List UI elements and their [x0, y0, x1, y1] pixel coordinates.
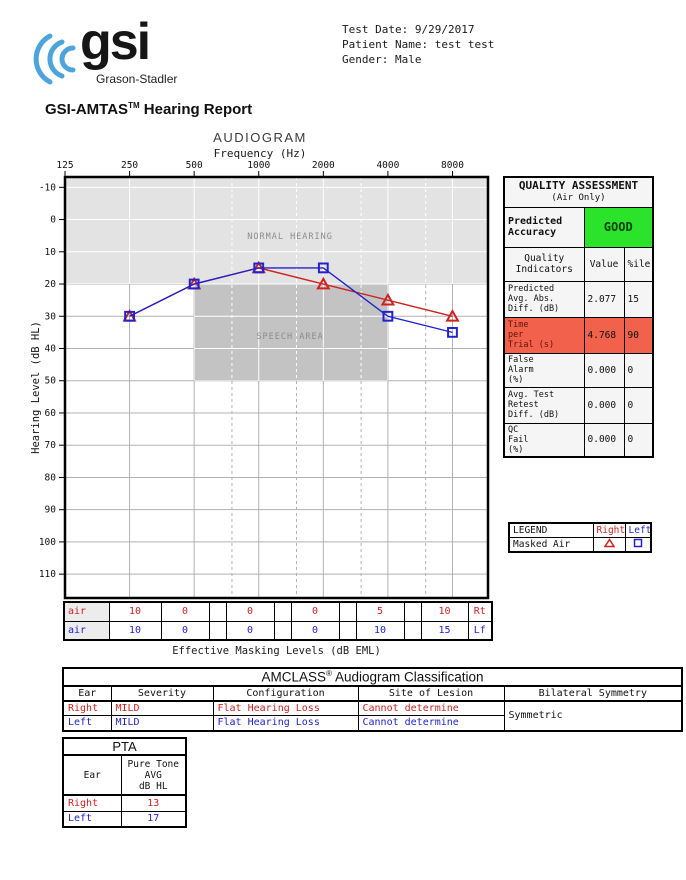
left-ear-square-icon [633, 538, 642, 547]
svg-text:Hearing Level (dB HL): Hearing Level (dB HL) [30, 321, 42, 454]
svg-text:50: 50 [45, 376, 57, 387]
masking-levels-table: air 10 0 0 0 5 10 Rt air 10 0 0 0 10 15 … [63, 601, 493, 641]
svg-text:-10: -10 [39, 182, 56, 193]
predicted-accuracy-value: GOOD [583, 206, 654, 248]
spacer-cell [273, 620, 292, 641]
svg-text:40: 40 [45, 343, 57, 354]
amclass-header-row: Ear Severity Configuration Site of Lesio… [62, 685, 683, 702]
qa-value-header: Value [583, 246, 625, 282]
gender: Gender: Male [342, 53, 422, 66]
right-ear-triangle-icon [603, 537, 615, 547]
sound-wave-icon [33, 33, 76, 85]
svg-text:4000: 4000 [376, 160, 399, 171]
pta-header-row: Ear Pure Tone AVG dB HL [62, 754, 187, 796]
test-info: Test Date: 9/29/2017 Patient Name: test … [342, 22, 494, 67]
qa-pct-header: %ile [623, 246, 654, 282]
amclass-title-row: AMCLASS® Audiogram Classification [62, 667, 683, 687]
svg-text:2000: 2000 [312, 160, 335, 171]
svg-text:20: 20 [45, 279, 57, 290]
ear-tag: Lf [467, 620, 493, 641]
predicted-accuracy-label: Predicted Accuracy [503, 206, 585, 248]
svg-text:10: 10 [45, 247, 57, 258]
logo-subtext: Grason-Stadler [96, 72, 178, 86]
spacer-cell [338, 620, 357, 641]
series-square [124, 262, 458, 338]
qa-row: Avg. Test Retest Diff. (dB) 0.000 0 [503, 386, 654, 424]
svg-text:80: 80 [45, 472, 57, 483]
test-date: Test Date: 9/29/2017 [342, 23, 475, 36]
masking-row-left: air 10 0 0 0 10 15 Lf [63, 620, 493, 641]
spacer-cell [403, 601, 422, 622]
svg-text:SPEECH AREA: SPEECH AREA [256, 332, 323, 342]
svg-text:8000: 8000 [441, 160, 464, 171]
svg-text:0: 0 [50, 215, 56, 226]
pta-value-header: Pure Tone AVG dB HL [120, 754, 187, 796]
qa-indicator-header: Quality Indicators [503, 246, 585, 282]
page-title: GSI-AMTASTM Hearing Report [45, 101, 253, 118]
pta-title: PTA [62, 737, 187, 756]
amclass-row-left: Left MILD Flat Hearing Loss Cannot deter… [62, 715, 682, 731]
logo-text: gsi [80, 13, 151, 71]
svg-text:70: 70 [45, 440, 57, 451]
spacer-cell [338, 601, 357, 622]
svg-text:100: 100 [39, 537, 56, 548]
qa-title: QUALITY ASSESSMENT [518, 179, 639, 193]
pta-row-right: Right 13 [62, 794, 187, 812]
qa-accuracy-row: Predicted Accuracy GOOD [503, 206, 654, 248]
spacer-cell [208, 601, 227, 622]
amclass-table: AMCLASS® Audiogram Classification Ear Se… [62, 667, 684, 732]
pta-title-row: PTA [62, 737, 187, 756]
legend-table: LEGEND Right Left Masked Air [508, 522, 652, 553]
ear-tag: Rt [467, 601, 493, 622]
masking-row-right: air 10 0 0 0 5 10 Rt [63, 601, 493, 622]
audiogram-title: AUDIOGRAM [213, 130, 307, 145]
gsi-logo: gsi Grason-Stadler [28, 8, 248, 98]
spacer-cell [208, 620, 227, 641]
masking-label: air [63, 620, 110, 641]
qa-title-row: QUALITY ASSESSMENT (Air Only) [503, 176, 654, 208]
pta-ear-header: Ear [62, 754, 122, 796]
pta-table: PTA Ear Pure Tone AVG dB HL Right 13 Lef… [62, 737, 188, 828]
qa-subtitle: (Air Only) [551, 193, 606, 204]
pta-row-left: Left 17 [62, 810, 187, 828]
quality-assessment-panel: QUALITY ASSESSMENT (Air Only) Predicted … [503, 176, 654, 458]
svg-text:90: 90 [45, 505, 57, 516]
legend-title: LEGEND [508, 522, 594, 538]
spacer-cell [403, 620, 422, 641]
masking-label: air [63, 601, 110, 622]
svg-text:30: 30 [45, 311, 57, 322]
svg-text:1000: 1000 [247, 160, 270, 171]
legend-row-masked-air: Masked Air [508, 536, 652, 552]
legend-header-row: LEGEND Right Left [508, 522, 652, 538]
spacer-cell [273, 601, 292, 622]
svg-text:60: 60 [45, 408, 57, 419]
legend-right-label: Right [592, 522, 626, 538]
qa-row: Predicted Avg. Abs. Diff. (dB) 2.077 15 [503, 280, 654, 318]
bilateral-symmetry-value: Symmetric [503, 700, 683, 731]
qa-header-row: Quality Indicators Value %ile [503, 246, 654, 282]
svg-text:110: 110 [39, 569, 56, 580]
qa-row: QC Fail (%) 0.000 0 [503, 422, 654, 458]
amclass-title: AMCLASS® Audiogram Classification [62, 667, 683, 687]
frequency-axis-label: Frequency (Hz) [213, 147, 307, 160]
svg-text:250: 250 [121, 160, 138, 171]
svg-text:125: 125 [56, 160, 73, 171]
patient-name: Patient Name: test test [342, 38, 495, 51]
qa-row: False Alarm (%) 0.000 0 [503, 352, 654, 388]
svg-text:500: 500 [186, 160, 203, 171]
legend-left-label: Left [624, 522, 652, 538]
legend-row-label: Masked Air [508, 536, 594, 552]
qa-row-highlighted: Time per Trial (s) 4.768 90 [503, 316, 654, 354]
amclass-row-right: Right MILD Flat Hearing Loss Cannot dete… [62, 700, 683, 731]
svg-text:NORMAL HEARING: NORMAL HEARING [247, 232, 333, 242]
masking-caption: Effective Masking Levels (dB EML) [172, 645, 381, 657]
